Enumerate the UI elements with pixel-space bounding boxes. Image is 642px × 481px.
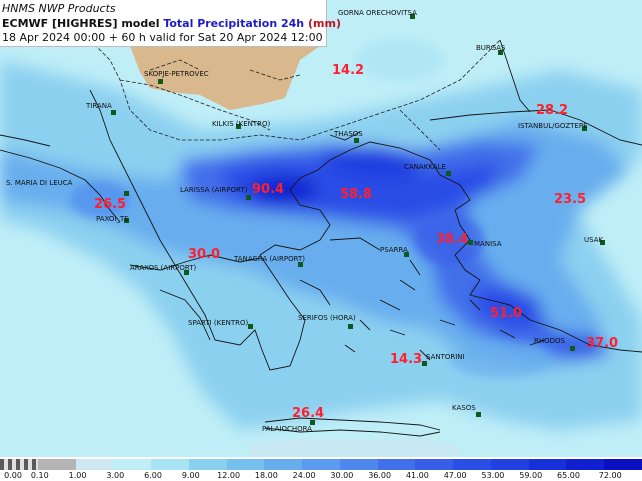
station-marker (124, 191, 129, 196)
station-marker (348, 324, 353, 329)
city-label: ISTANBUL/GOZTEPE (518, 122, 588, 130)
station-marker (476, 412, 481, 417)
colorbar-swatch (37, 459, 76, 470)
colorbar-tick-label: 53.00 (481, 471, 505, 480)
station-marker (246, 195, 251, 200)
colorbar-tick-label: 9.00 (181, 471, 200, 480)
colorbar-tick-label: 47.00 (443, 471, 467, 480)
precip-value: 26.5 (94, 197, 127, 212)
colorbar-swatch (604, 459, 642, 470)
city-label: KILKIS (KENTRO) (212, 120, 271, 128)
header-model-label: ECMWF [HIGHRES] model (2, 17, 160, 30)
precip-value: 37.0 (586, 336, 619, 351)
station-marker (404, 252, 409, 257)
station-marker (600, 240, 605, 245)
colorbar-tick-label: 30.00 (330, 471, 354, 480)
precip-value: 30.0 (188, 247, 221, 262)
city-label: KASOS (452, 404, 476, 412)
city-label: SPARTI (KENTRO) (188, 319, 249, 327)
station-marker (570, 346, 575, 351)
colorbar-swatch (0, 459, 39, 470)
coastlines (0, 39, 642, 437)
station-marker (354, 138, 359, 143)
city-label: THASOS (334, 130, 363, 138)
city-label: SERIFOS (HORA) (298, 314, 356, 322)
city-label: PAXOI_TE (96, 215, 129, 223)
colorbar: 0.00 0.10 1.00 3.00 6.00 9.00 12.00 18.00 24.00 3… (0, 457, 642, 481)
colorbar-swatch (490, 459, 530, 470)
precip-value: 90.4 (252, 182, 285, 197)
colorbar-tick-label: 1.00 (68, 471, 87, 480)
station-marker (124, 218, 129, 223)
city-label: CANAKKALE (404, 163, 446, 171)
header-product-title: HNMS NWP Products (2, 2, 116, 15)
colorbar-tick-label: 72.00 (598, 471, 622, 480)
colorbar-tick-label: 65.00 (557, 471, 580, 480)
city-label: ARAXOS (AIRPORT) (130, 264, 197, 272)
precip-value: 26.4 (292, 406, 325, 421)
station-marker (310, 420, 315, 425)
colorbar-tick-label: 0.10 (30, 471, 49, 480)
station-marker (298, 262, 303, 267)
city-label: SKOPJE-PETROVEC (144, 70, 209, 78)
station-marker (158, 79, 163, 84)
precip-value: 23.5 (554, 192, 587, 207)
colorbar-swatch (302, 459, 341, 470)
colorbar-swatch (415, 459, 454, 470)
city-label: RHODOS (534, 337, 565, 345)
station-marker (184, 270, 189, 275)
city-label: TIRANA (86, 102, 112, 110)
precip-value: 14.3 (390, 352, 423, 367)
colorbar-tick-label: 18.00 (254, 471, 278, 480)
station-marker (468, 240, 473, 245)
colorbar-swatch (377, 459, 416, 470)
colorbar-tick-label: 59.00 (519, 471, 543, 480)
station-marker (410, 14, 415, 19)
precip-value: 38.4 (436, 232, 469, 247)
station-marker (422, 361, 427, 366)
colorbar-swatch (453, 459, 492, 470)
city-label: S. MARIA DI LEUCA (6, 179, 73, 187)
city-label: TANAGRA (AIRPORT) (234, 255, 305, 263)
header-unit-label: (mm) (308, 17, 341, 30)
colorbar-swatch (113, 459, 152, 470)
header-valid-time: 18 Apr 2024 00:00 + 60 h valid for Sat 2… (2, 31, 323, 44)
colorbar-swatch (528, 459, 567, 470)
city-label: PALAIOCHORA (262, 425, 313, 433)
station-marker (582, 126, 587, 131)
header-model-line: ECMWF [HIGHRES] model Total Precipitatio… (2, 17, 341, 30)
city-label: SANTORINI (426, 353, 465, 361)
station-marker (236, 124, 241, 129)
colorbar-tick-label: 0.00 (4, 471, 22, 480)
city-label: BURGAS (476, 44, 506, 52)
city-label: GORNA ORECHOVITSA (338, 9, 417, 17)
colorbar-tick-label: 12.00 (217, 471, 241, 480)
colorbar-swatch (188, 459, 228, 470)
colorbar-swatch (264, 459, 303, 470)
precip-value: 58.8 (340, 187, 373, 202)
station-marker (111, 110, 116, 115)
colorbar-tick-label: 36.00 (368, 471, 392, 480)
colorbar-tick-label: 6.00 (144, 471, 162, 480)
colorbar-tick-label: 41.00 (405, 471, 429, 480)
colorbar-tick-label: 3.00 (106, 471, 125, 480)
city-label: LARISSA (AIRPORT) (180, 186, 248, 194)
colorbar-swatch (75, 459, 114, 470)
colorbar-tick-label: 24.00 (292, 471, 316, 480)
city-label: USAK (584, 236, 604, 244)
precip-value: 28.2 (536, 103, 569, 118)
city-label: PSARRA (380, 246, 408, 254)
station-marker (446, 171, 451, 176)
map-header: HNMS NWP Products ECMWF [HIGHRES] model … (0, 0, 341, 47)
precip-value: 14.2 (332, 63, 365, 78)
colorbar-swatch (226, 459, 265, 470)
city-label: MANISA (474, 240, 502, 248)
colorbar-swatch (339, 459, 379, 470)
station-marker (248, 324, 253, 329)
station-marker (498, 50, 503, 55)
header-param-label: Total Precipitation 24h (163, 17, 305, 30)
precip-value: 51.0 (490, 306, 523, 321)
colorbar-swatch (566, 459, 605, 470)
colorbar-swatch (151, 459, 190, 470)
